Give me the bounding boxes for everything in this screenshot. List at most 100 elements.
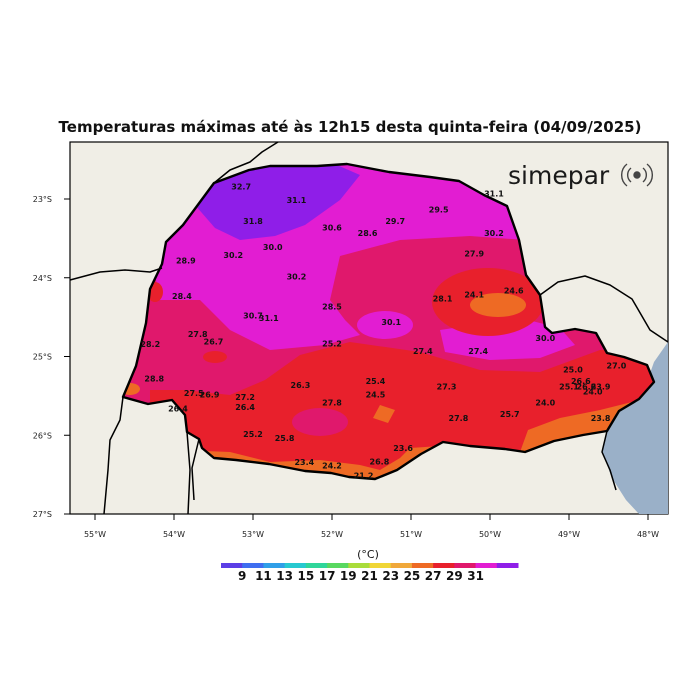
station-label: 27.3	[437, 383, 457, 392]
colorbar-swatch	[221, 563, 243, 568]
station-label: 30.0	[535, 334, 555, 343]
station-label: 30.6	[322, 224, 342, 233]
station-label: 25.7	[500, 410, 520, 419]
station-label: 27.4	[468, 347, 488, 356]
station-label: 25.4	[366, 377, 386, 386]
station-label: 25.0	[563, 365, 583, 374]
neighbor-borders	[69, 141, 669, 515]
map-title: Temperaturas máximas até às 12h15 desta …	[58, 118, 642, 136]
lon-tick-label: 55°W	[84, 530, 106, 539]
station-label: 30.1	[381, 318, 401, 327]
latitude-axis: 23°S 24°S 25°S 26°S 27°S	[33, 195, 70, 519]
colorbar-swatch	[263, 563, 286, 568]
colorbar-label: 31	[467, 569, 484, 583]
lon-tick-label: 54°W	[163, 530, 185, 539]
station-label: 30.0	[263, 243, 283, 252]
station-label: 27.4	[413, 347, 433, 356]
station-label: 27.9	[464, 249, 484, 258]
colorbar-label: 11	[255, 569, 272, 583]
station-label: 24.0	[583, 387, 603, 396]
station-label: 24.5	[366, 390, 386, 399]
colorbar-label: 25	[404, 569, 421, 583]
station-label: 26.8	[370, 457, 390, 466]
station-label: 24.2	[322, 461, 342, 470]
station-label: 27.8	[322, 398, 342, 407]
colorbar-swatch	[327, 563, 349, 568]
colorbar-label: 15	[298, 569, 315, 583]
station-label: 30.2	[223, 251, 243, 260]
lon-tick-label: 53°W	[242, 530, 264, 539]
station-label: 28.8	[144, 375, 164, 384]
colorbar-label: 23	[382, 569, 399, 583]
station-values: 32.7 31.1 31.1 29.5 31.8 30.6 28.6 29.7 30.2 30.2…	[140, 183, 626, 481]
lon-tick-label: 51°W	[400, 530, 422, 539]
colorbar-swatch	[305, 563, 328, 568]
station-label: 27.8	[449, 414, 469, 423]
lat-tick-label: 25°S	[33, 353, 52, 362]
station-label: 26.9	[200, 390, 220, 399]
station-label: 28.1	[433, 294, 453, 303]
station-label: 28.9	[176, 257, 196, 266]
station-label: 31.1	[259, 314, 279, 323]
station-label: 31.8	[243, 217, 263, 226]
lat-tick-label: 23°S	[33, 195, 52, 204]
station-label: 24.0	[535, 398, 555, 407]
station-label: 30.2	[484, 229, 504, 238]
colorbar-swatch	[454, 563, 477, 568]
lat-tick-label: 27°S	[33, 510, 52, 519]
station-label: 31.1	[287, 196, 307, 205]
station-label: 28.2	[140, 340, 160, 349]
station-label: 27.2	[235, 393, 255, 402]
station-label: 28.5	[322, 302, 342, 311]
colorbar-swatch	[390, 563, 413, 568]
station-label: 30.7	[243, 312, 263, 321]
lat-tick-label: 26°S	[33, 431, 52, 440]
parana-border	[121, 162, 656, 481]
station-label: 30.2	[287, 272, 307, 281]
colorbar-swatch	[433, 563, 455, 568]
colorbar-label: 19	[340, 569, 357, 583]
lon-tick-label: 48°W	[637, 530, 659, 539]
logo-text: simepar	[508, 161, 610, 190]
station-label: 23.6	[393, 444, 413, 453]
simepar-logo: simepar	[508, 161, 653, 190]
lon-tick-label: 50°W	[479, 530, 501, 539]
station-label: 25.2	[243, 430, 263, 439]
lon-tick-label: 49°W	[558, 530, 580, 539]
station-label: 26.6	[577, 383, 597, 392]
station-label: 27.0	[607, 361, 627, 370]
colorbar-label: 13	[276, 569, 293, 583]
station-label: 25.1	[559, 383, 579, 392]
station-label: 27.8	[188, 330, 208, 339]
colorbar-label: 17	[319, 569, 336, 583]
colorbar: 9 11 13 15 17 19 21 23 25 27 29 31	[221, 563, 519, 583]
station-label: 26.7	[204, 338, 224, 347]
station-label: 24.6	[504, 287, 524, 296]
station-label: 24.1	[464, 290, 484, 299]
station-label: 23.8	[591, 414, 611, 423]
station-label: 26.4	[168, 405, 188, 414]
station-label: 26.3	[291, 381, 311, 390]
station-label: 31.1	[484, 190, 504, 199]
lat-tick-label: 24°S	[33, 274, 52, 283]
colorbar-unit: (°C)	[357, 548, 379, 561]
colorbar-swatch	[496, 563, 519, 568]
station-label: 29.7	[385, 217, 405, 226]
radio-waves-icon	[621, 163, 653, 187]
station-label: 21.2	[354, 472, 374, 481]
colorbar-swatch	[284, 563, 307, 568]
colorbar-swatch	[369, 563, 392, 568]
station-label: 28.6	[358, 229, 378, 238]
station-label: 29.5	[429, 205, 449, 214]
colorbar-swatch	[348, 563, 370, 568]
station-label: 27.5	[184, 389, 204, 398]
colorbar-label: 9	[238, 569, 246, 583]
colorbar-swatch	[411, 563, 434, 568]
lon-tick-label: 52°W	[321, 530, 343, 539]
station-label: 26.4	[235, 403, 255, 412]
station-label: 26.6	[571, 377, 591, 386]
station-label: 28.4	[172, 292, 192, 301]
colorbar-swatch	[242, 563, 264, 568]
colorbar-swatch	[475, 563, 498, 568]
